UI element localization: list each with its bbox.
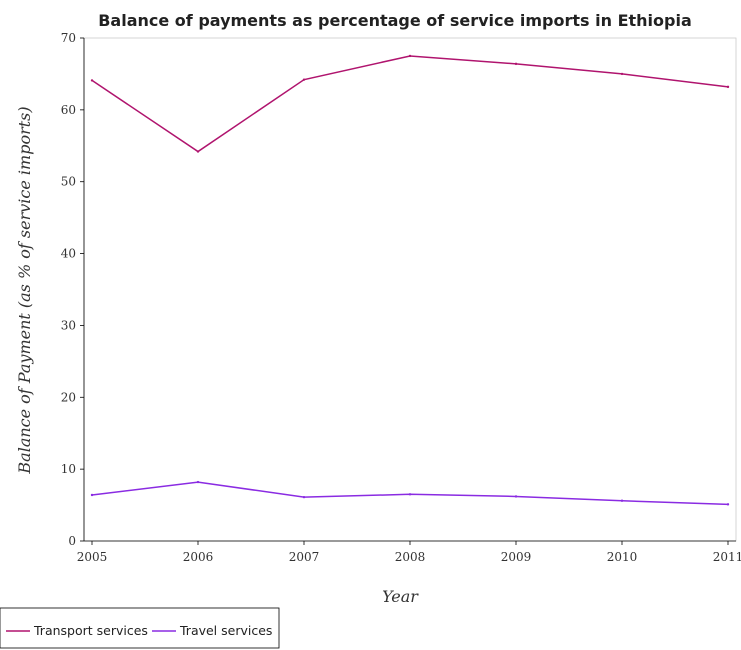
- y-tick-label: 20: [61, 390, 76, 404]
- data-point: [408, 54, 412, 58]
- legend: Transport services Travel services: [0, 607, 280, 649]
- data-point: [408, 493, 412, 496]
- series-layer: [90, 54, 730, 506]
- y-tick-label: 70: [61, 31, 76, 45]
- legend-label-transport: Transport services: [33, 623, 148, 638]
- chart-title: Balance of payments as percentage of ser…: [98, 11, 692, 30]
- data-point: [196, 150, 200, 153]
- plot-frame: [83, 37, 737, 542]
- data-point: [90, 79, 94, 82]
- data-point: [726, 503, 730, 506]
- data-point: [302, 495, 306, 499]
- x-tick-label: 2010: [607, 550, 638, 564]
- data-point: [620, 72, 624, 76]
- y-tick-label: 40: [61, 247, 76, 261]
- y-tick-label: 50: [61, 175, 76, 189]
- data-point: [196, 480, 200, 484]
- x-tick-label: 2005: [77, 550, 108, 564]
- y-tick-label: 10: [61, 462, 76, 476]
- data-point: [514, 62, 518, 66]
- data-point: [90, 493, 94, 497]
- x-tick-label: 2011: [713, 550, 741, 564]
- legend-box: [0, 607, 280, 649]
- x-tick-label: 2008: [395, 550, 426, 564]
- x-tick-label: 2009: [501, 550, 532, 564]
- y-axis-title: Balance of Payment (as % of service impo…: [15, 106, 34, 474]
- x-axis-ticks: 2005 2006 2007 2008 2009 2010 2011: [77, 541, 741, 564]
- x-tick-label: 2007: [289, 550, 320, 564]
- data-point: [302, 78, 306, 81]
- data-point: [726, 85, 730, 89]
- x-tick-label: 2006: [183, 550, 214, 564]
- data-point: [514, 495, 518, 498]
- y-tick-label: 0: [68, 534, 76, 548]
- legend-label-travel: Travel services: [179, 623, 272, 638]
- data-point: [620, 499, 624, 502]
- x-axis-title: Year: [382, 587, 419, 606]
- y-tick-label: 30: [61, 318, 76, 332]
- series-line-transport: [91, 55, 729, 153]
- y-tick-label: 60: [61, 103, 76, 117]
- y-axis-ticks: 0 10 20 30 40 50 60 70: [61, 31, 84, 548]
